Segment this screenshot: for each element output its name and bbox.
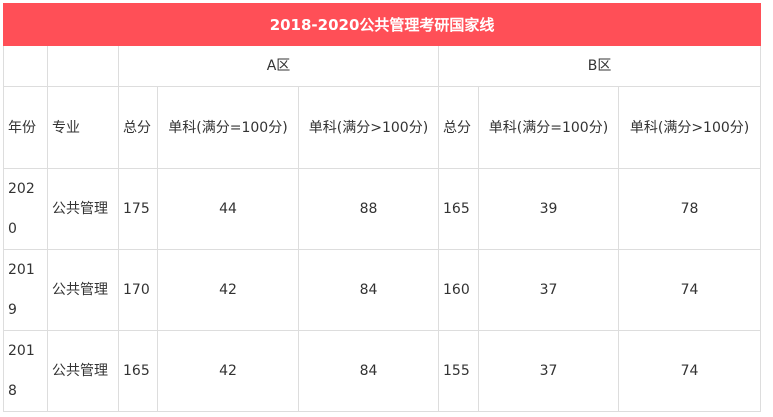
table-cell: 39 [478, 168, 619, 250]
table-cell: 74 [617, 249, 762, 331]
column-header: 单科(满分=100分) [157, 86, 299, 169]
table-cell: 42 [157, 330, 299, 412]
table-row: 2020 公共管理 175 44 88 165 39 78 [3, 168, 762, 250]
column-header: 专业 [47, 86, 119, 169]
table-cell: 公共管理 [47, 330, 119, 412]
table-cell: 公共管理 [47, 168, 119, 250]
column-header: 单科(满分>100分) [298, 86, 439, 169]
group-header: A区 [118, 45, 439, 87]
table-cell: 160 [438, 249, 479, 331]
table-cell: 175 [118, 168, 158, 250]
column-header: 总分 [438, 86, 479, 169]
table-cell: 2020 [3, 168, 48, 250]
table-cell: 88 [298, 168, 439, 250]
table-cell: 2018 [3, 330, 48, 412]
column-header: 年份 [3, 86, 48, 169]
table-cell: 44 [157, 168, 299, 250]
table-cell: 2019 [3, 249, 48, 331]
table-cell: 84 [298, 249, 439, 331]
table-cell: 84 [298, 330, 439, 412]
table-title: 2018-2020公共管理考研国家线 [2, 3, 762, 46]
table-body: 2018-2020公共管理考研国家线 A区 B区 年份 专业 总分 单科(满分=100分) 单… [2, 3, 762, 412]
table: 2018-2020公共管理考研国家线 A区 B区 年份 专业 总分 单科(满分=100分) 单… [2, 3, 762, 412]
table-row: 年份 专业 总分 单科(满分=100分) 单科(满分>100分) 总分 单科(满分=100分… [3, 86, 762, 169]
table-cell: 37 [478, 330, 619, 412]
empty-cell [3, 45, 48, 87]
table-cell: 78 [617, 168, 762, 250]
column-header: 总分 [118, 86, 158, 169]
table-cell: 公共管理 [47, 249, 119, 331]
column-header: 单科(满分>100分) [617, 86, 762, 169]
column-header: 单科(满分=100分) [478, 86, 619, 169]
table-cell: 42 [157, 249, 299, 331]
empty-cell [47, 45, 119, 87]
table-row: A区 B区 [3, 45, 762, 87]
table-row: 2019 公共管理 170 42 84 160 37 74 [3, 249, 762, 331]
table-row: 2018-2020公共管理考研国家线 [2, 3, 762, 46]
table-cell: 165 [118, 330, 158, 412]
table-row: 2018 公共管理 165 42 84 155 37 74 [3, 330, 762, 412]
table-cell: 74 [617, 330, 762, 412]
table-cell: 155 [438, 330, 479, 412]
table-cell: 37 [478, 249, 619, 331]
group-header: B区 [437, 45, 762, 87]
table-cell: 170 [118, 249, 158, 331]
table-cell: 165 [438, 168, 479, 250]
